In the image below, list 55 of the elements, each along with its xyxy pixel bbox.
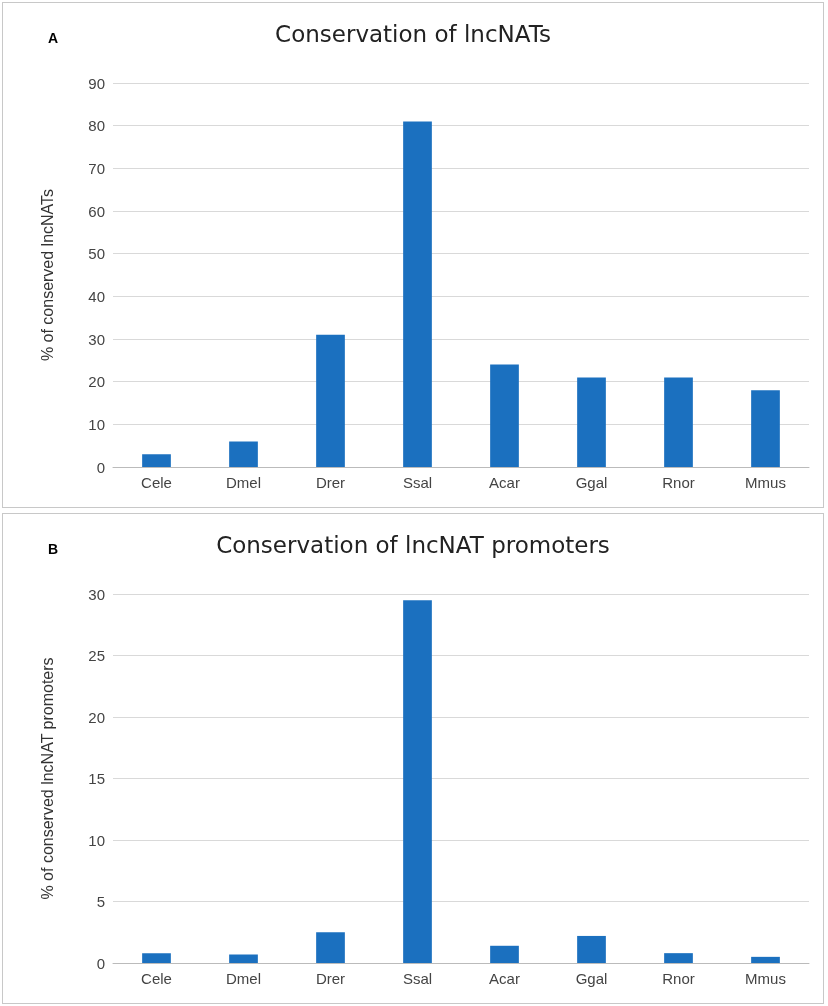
x-tick-label: Ssal xyxy=(402,970,433,987)
y-tick-label: 40 xyxy=(88,287,105,305)
x-tick-label: Drer xyxy=(315,970,346,987)
x-tick-label: Ggal xyxy=(575,474,608,491)
x-tick-label: Mmus xyxy=(745,970,786,987)
y-axis-title: % of conserved lncNAT promoters xyxy=(38,657,56,900)
y-tick-label: 80 xyxy=(88,117,105,135)
x-tick-label: Dmel xyxy=(225,474,262,491)
chart-title: Conservation of lncNATs xyxy=(275,20,551,47)
bar xyxy=(142,454,171,467)
text: B xyxy=(48,541,59,557)
bar xyxy=(403,600,432,963)
bar xyxy=(664,377,693,467)
x-tick-label: Rnor xyxy=(662,474,695,491)
bar xyxy=(751,956,780,963)
bar xyxy=(229,441,258,467)
x-tick-label: Ggal xyxy=(575,970,608,987)
y-tick-label: 20 xyxy=(88,373,105,391)
x-tick-label: Drer xyxy=(315,474,346,491)
y-axis-title: % of conserved lncNATs xyxy=(38,188,56,362)
x-tick-label: Cele xyxy=(141,474,172,491)
y-tick-label: 50 xyxy=(88,245,105,263)
x-tick-label: Rnor xyxy=(662,970,695,987)
x-tick-label: Acar xyxy=(489,474,520,491)
y-tick-label: 0 xyxy=(96,458,105,476)
y-tick-label: 10 xyxy=(88,831,105,849)
bar xyxy=(490,364,519,467)
x-tick-label: Ssal xyxy=(402,474,433,491)
y-tick-label: 30 xyxy=(88,585,105,603)
bar xyxy=(577,377,606,467)
text: A xyxy=(48,30,59,46)
x-tick-label: Dmel xyxy=(225,970,262,987)
y-tick-label: 15 xyxy=(88,770,105,787)
bar xyxy=(316,932,345,963)
y-tick-label: 60 xyxy=(88,202,105,220)
y-tick-label: 20 xyxy=(88,708,105,726)
bar xyxy=(577,935,606,963)
y-tick-label: 0 xyxy=(96,954,105,972)
x-tick-label: Mmus xyxy=(745,474,786,491)
x-tick-label: Cele xyxy=(141,970,172,987)
bar xyxy=(751,390,780,467)
x-tick-label: Acar xyxy=(489,970,520,987)
chart-title: Conservation of lncNAT promoters xyxy=(216,531,610,558)
y-tick-label: 25 xyxy=(88,647,105,664)
y-tick-label: 10 xyxy=(88,415,105,433)
y-tick-label: 90 xyxy=(88,74,105,92)
bar xyxy=(142,953,171,963)
bar xyxy=(316,334,345,467)
y-tick-label: 30 xyxy=(88,330,105,348)
y-tick-label: 5 xyxy=(96,893,105,910)
bar xyxy=(664,953,693,963)
bar xyxy=(403,121,432,467)
bar xyxy=(490,945,519,963)
y-tick-label: 70 xyxy=(88,159,105,177)
bar xyxy=(229,954,258,963)
